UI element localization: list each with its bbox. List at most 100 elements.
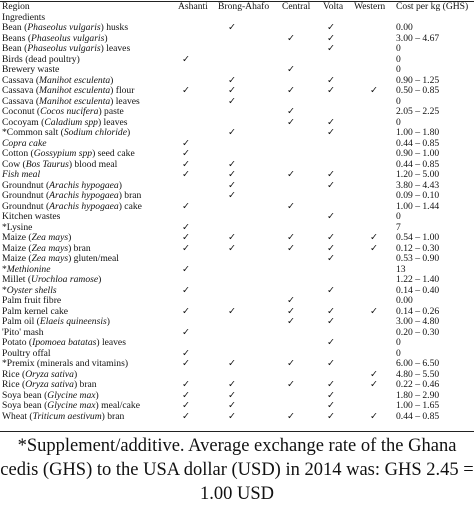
ingredient-name: Fish meal [2,169,41,180]
check-mark: ✓ [182,263,191,275]
ingredient-name: Cassava (Manihot esculenta) leaves [2,95,140,107]
check-mark: ✓ [228,358,237,369]
check-mark: ✓ [370,242,379,254]
ingredient-name: Groundnut (Arachis hypogaea) cake [2,200,142,212]
check-mark: ✓ [182,410,191,422]
check-mark: ✓ [370,379,379,390]
ingredient-name: Groundnut (Arachis hypogaea) [2,179,122,191]
ingredient-name: Maize (Zea mays) bran [2,242,91,254]
check-mark: ✓ [228,305,237,317]
ingredient-name: *Premix (minerals and vitamins) [2,358,129,369]
cost: 0.14 – 0.40 [396,284,440,296]
subheader: Ingredients [2,11,46,23]
ingredient-name: *Common salt (Sodium chloride) [2,127,131,138]
check-mark: ✓ [327,253,336,264]
ingredient-name: Birds (dead poultry) [2,53,80,65]
ingredient-name: Cassava (Manihot esculenta) [2,74,114,86]
check-mark: ✓ [327,179,336,191]
ingredient-name: Wheat (Triticum aestivum) bran [2,410,125,422]
ingredient-name: Cotton (Gossypium spp) seed cake [2,148,135,159]
ingredient-name: Palm fruit fibre [2,295,62,306]
ingredient-name: *Methionine [2,263,51,275]
check-mark: ✓ [327,211,336,222]
check-mark: ✓ [182,158,191,170]
cost: 0.20 – 0.30 [396,326,440,338]
check-mark: ✓ [228,95,237,107]
check-mark: ✓ [182,53,191,65]
check-mark: ✓ [327,85,336,96]
check-mark: ✓ [228,22,237,33]
ingredient-name: Coconut (Cocos nucifera) paste [2,106,124,117]
check-mark: ✓ [287,232,296,243]
column-header: Brong-Ahafo [218,1,270,12]
check-mark: ✓ [182,221,191,233]
cost: 1.00 – 1.80 [396,127,440,138]
cost: 3.00 – 4.67 [396,32,440,44]
cost: 0.00 [396,22,413,33]
ingredient-name: Maize (Zea mays) [2,232,72,243]
cost: 0.54 – 1.00 [396,232,440,243]
check-mark: ✓ [182,347,191,359]
cost: 0 [396,43,401,54]
cost: 0 [396,211,401,222]
cost: 2.05 – 2.25 [396,106,440,117]
check-mark: ✓ [327,316,336,327]
cost: 0 [396,116,401,128]
check-mark: ✓ [228,169,237,180]
check-mark: ✓ [287,410,296,422]
column-header: Central [282,1,311,12]
cost: 4.80 – 5.50 [396,368,440,380]
ingredient-name: Copra cake [2,137,47,149]
check-mark: ✓ [182,358,191,369]
check-mark: ✓ [327,389,336,401]
check-mark: ✓ [327,337,336,348]
check-mark: ✓ [327,32,336,44]
check-mark: ✓ [287,242,296,254]
cost: 1.00 – 1.65 [396,400,440,411]
check-mark: ✓ [287,305,296,317]
cost: 0.90 – 1.00 [396,148,440,159]
ingredient-name: Maize (Zea mays) gluten/meal [2,253,119,264]
check-mark: ✓ [327,410,336,422]
check-mark: ✓ [228,74,237,86]
check-mark: ✓ [182,200,191,212]
footnote: *Supplement/additive. Average exchange r… [0,436,474,504]
ingredient-name: Potato (Ipomoea batatas) leaves [2,337,126,348]
cost: 0.44 – 0.85 [396,410,440,422]
cost: 0.00 [396,295,413,306]
ingredient-name: Palm oil (Elaeis quineensis) [2,316,110,327]
check-mark: ✓ [327,379,336,390]
check-mark: ✓ [327,74,336,86]
ingredient-name: Groundnut (Arachis hypogaea) bran [2,190,142,201]
check-mark: ✓ [287,358,296,369]
column-header: Western [354,1,386,12]
check-mark: ✓ [287,295,296,306]
cost: 3.00 – 4.80 [396,316,440,327]
top-rule [0,1,474,2]
ingredient-name: Cocoyam (Caladium spp) leaves [2,116,128,128]
check-mark: ✓ [327,116,336,128]
cost: 0.44 – 0.85 [396,137,440,149]
ingredient-name: Bean (Phaseolus vulgaris) leaves [2,43,131,54]
check-mark: ✓ [182,148,191,159]
ingredient-name: Kitchen wastes [2,211,61,222]
check-mark: ✓ [327,400,336,411]
check-mark: ✓ [370,232,379,243]
ingredient-name: Bean (Phaseolus vulgaris) husks [2,22,129,33]
check-mark: ✓ [327,284,336,296]
check-mark: ✓ [182,232,191,243]
check-mark: ✓ [370,85,379,96]
ingredient-name: Millet (Urochloa ramose) [2,274,102,285]
column-header: Region [2,1,30,12]
ingredient-name: Cassava (Manihot esculenta) flour [2,85,135,96]
ingredient-name: Soya bean (Glycine max) [2,389,99,401]
ingredient-name: Brewery waste [2,64,60,75]
check-mark: ✓ [327,127,336,138]
cost: 0 [396,53,401,65]
check-mark: ✓ [182,169,191,180]
check-mark: ✓ [287,116,296,128]
check-mark: ✓ [228,410,237,422]
check-mark: ✓ [228,389,237,401]
check-mark: ✓ [370,368,379,380]
